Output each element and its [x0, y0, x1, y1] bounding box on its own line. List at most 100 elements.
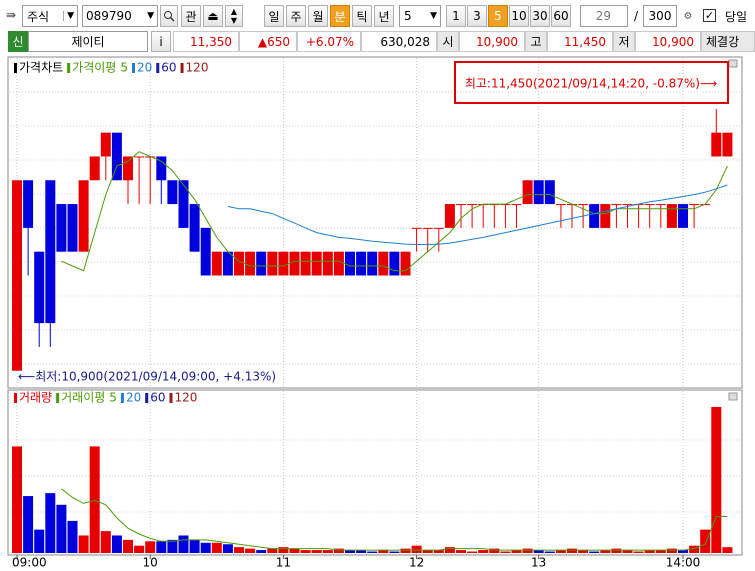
volume-panel	[7, 389, 743, 556]
volume-bar	[156, 541, 167, 553]
period-button[interactable]: 틱	[352, 5, 372, 27]
legend-period: 120	[175, 391, 198, 405]
candle-body	[100, 132, 111, 157]
volume-bar	[511, 550, 522, 553]
code-input[interactable]: 089790 ▼	[82, 5, 158, 27]
strength-label: 체결강	[701, 31, 755, 52]
legend-title: 거래량	[19, 391, 52, 405]
open-label: 시	[437, 31, 459, 52]
volume-bar	[544, 551, 555, 553]
legend-swatch	[14, 393, 17, 403]
spin-button[interactable]: ▲ ▼	[225, 5, 243, 27]
interval-button[interactable]: 60	[551, 5, 571, 27]
candle-body	[322, 251, 333, 276]
interval-button[interactable]: 30	[530, 5, 550, 27]
settings-icon[interactable]: ⚙	[683, 10, 693, 22]
market: 주식	[27, 9, 50, 24]
candle-body	[300, 251, 311, 276]
x-tick-label: 12	[409, 556, 424, 570]
legend-swatch	[169, 393, 173, 403]
volume-bar	[267, 548, 278, 553]
low-label: 저	[613, 31, 635, 52]
volume-bar	[411, 545, 422, 553]
volume-bar	[378, 550, 389, 553]
volume-bar	[222, 544, 233, 553]
count-input[interactable]: 29	[580, 5, 628, 27]
stock-name: 제이티	[28, 31, 148, 52]
volume-bar	[578, 550, 589, 553]
candle-body	[711, 132, 722, 157]
volume-bar	[167, 539, 178, 553]
panel-button[interactable]	[728, 392, 738, 401]
volume-bar	[45, 493, 56, 553]
interval-button[interactable]: 1	[446, 5, 466, 27]
candle-body	[589, 204, 600, 228]
high-label: 고	[525, 31, 547, 52]
candle-body	[123, 156, 133, 181]
period-button[interactable]: 년	[374, 5, 394, 27]
legend-swatch	[56, 393, 60, 403]
candle-body	[655, 204, 666, 206]
volume-bar	[200, 542, 211, 553]
market-select[interactable]: 주식 ▼	[22, 5, 78, 27]
volume-bar	[322, 550, 333, 553]
x-tick-label: 11	[276, 556, 291, 570]
legend-period: 5	[109, 391, 117, 405]
volume-bar	[189, 539, 200, 553]
period-button[interactable]: 주	[286, 5, 306, 27]
volume-bar	[633, 551, 644, 553]
volume-bar	[433, 550, 444, 553]
legend-swatch	[180, 63, 184, 73]
candle-body	[167, 180, 178, 205]
candle-body	[211, 251, 222, 276]
candle-body	[23, 180, 34, 228]
interval-button[interactable]: 3	[467, 5, 487, 27]
high-note: 최고:11,450(2021/09/14,14:20, -0.87%)⟶	[465, 77, 717, 91]
open: 10,900	[459, 31, 525, 52]
price: 11,350	[173, 31, 239, 52]
ma20-line	[227, 184, 728, 245]
period-button[interactable]: 분	[330, 5, 350, 27]
candle-body	[422, 227, 433, 229]
x-tick-label: 09:00	[12, 556, 47, 570]
legend-title: 가격차트	[19, 61, 63, 75]
volume-bar	[333, 548, 344, 553]
volume-bar	[400, 548, 411, 553]
candle-body	[622, 204, 633, 206]
candle-body	[89, 156, 100, 181]
candle-body	[400, 251, 411, 276]
candle-body	[200, 227, 211, 276]
volume-bar	[500, 551, 511, 553]
today-checkbox[interactable]: ✓	[703, 9, 716, 22]
candle-body	[456, 204, 466, 206]
period-button[interactable]: 월	[308, 5, 328, 27]
volume-bar	[456, 550, 466, 553]
interval-button[interactable]: 5	[488, 5, 508, 27]
interval: 5	[404, 9, 412, 23]
candle-body	[156, 156, 167, 181]
candle-body	[444, 204, 455, 228]
candle-body	[544, 180, 555, 205]
volume-bar	[178, 535, 189, 553]
legend-swatch	[131, 63, 135, 73]
history-button[interactable]: ⏏	[203, 5, 223, 27]
search-button[interactable]	[160, 5, 178, 27]
interval-button[interactable]: 10	[509, 5, 529, 27]
period-button[interactable]: 일	[264, 5, 284, 27]
volume-bar	[145, 541, 156, 553]
candle-body	[333, 251, 344, 276]
legend-swatch	[156, 63, 160, 73]
info-button[interactable]: i	[151, 31, 171, 52]
volume-bar	[467, 551, 478, 553]
watch-button[interactable]: 관	[181, 5, 201, 27]
candle-body	[178, 180, 189, 228]
candle-body	[533, 180, 544, 205]
volume-bar	[567, 548, 577, 553]
volume-bar	[289, 548, 300, 553]
interval-select[interactable]: 5 ▼	[399, 5, 441, 27]
menu-icon[interactable]: ⇛	[5, 8, 17, 22]
volume-bar	[123, 539, 133, 553]
high-note-box	[454, 61, 729, 104]
candle-body	[134, 156, 145, 158]
panel-button[interactable]	[728, 59, 738, 68]
